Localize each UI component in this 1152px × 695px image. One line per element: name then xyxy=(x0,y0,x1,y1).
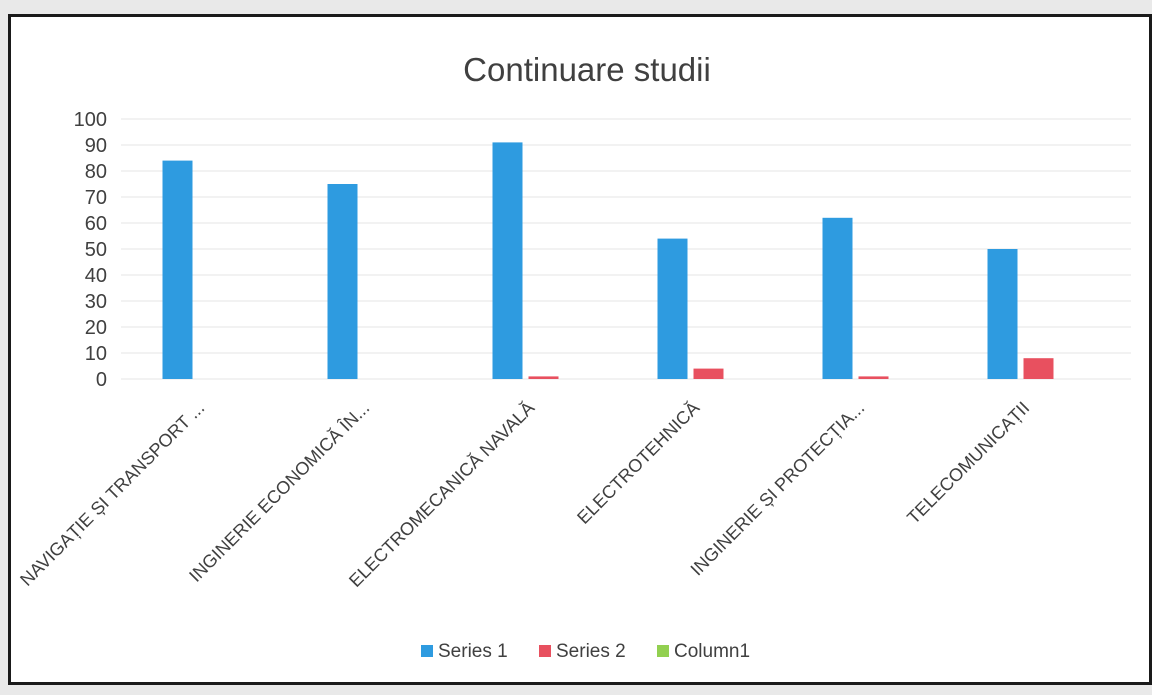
legend-swatch xyxy=(539,645,551,657)
y-tick-label: 50 xyxy=(85,239,107,261)
y-tick-label: 30 xyxy=(85,291,107,313)
bar-series-2 xyxy=(858,376,889,379)
x-axis-ticks: NAVIGAȚIE ȘI TRANSPORT ...INGINERIE ECON… xyxy=(16,398,1033,591)
y-tick-label: 70 xyxy=(85,187,107,209)
bar-series-1 xyxy=(327,184,358,379)
legend-label: Series 1 xyxy=(438,641,508,662)
chart-title: Continuare studii xyxy=(463,51,711,88)
y-axis-ticks: 0 10 20 30 40 50 60 70 80 90 100 xyxy=(74,109,107,391)
legend-swatch xyxy=(421,645,433,657)
y-tick-label: 100 xyxy=(74,109,107,131)
bar-series-2 xyxy=(528,376,559,379)
x-tick-label: INGINERIE ECONOMICĂ ÎN... xyxy=(185,398,373,586)
bar-series-1 xyxy=(162,160,193,379)
y-tick-label: 80 xyxy=(85,161,107,183)
x-tick-label: INGINERIE ȘI PROTECȚIA... xyxy=(687,398,869,580)
grid-lines xyxy=(121,118,1131,380)
y-tick-label: 40 xyxy=(85,265,107,287)
y-tick-label: 20 xyxy=(85,317,107,339)
bar-series-1 xyxy=(822,217,853,379)
legend-label: Series 2 xyxy=(556,641,626,662)
legend: Series 1 Series 2 Column1 xyxy=(421,641,750,662)
y-tick-label: 90 xyxy=(85,135,107,157)
bar-series-1 xyxy=(492,142,523,379)
chart-frame: Continuare studii 0 10 20 30 40 50 60 70 80 90 100… xyxy=(8,14,1152,685)
bar-series-2 xyxy=(693,368,724,379)
legend-swatch xyxy=(657,645,669,657)
x-tick-label: NAVIGAȚIE ȘI TRANSPORT ... xyxy=(16,398,208,590)
y-tick-label: 60 xyxy=(85,213,107,235)
x-tick-label: ELECTROTEHNICĂ xyxy=(573,398,703,528)
bar-series-2 xyxy=(1023,358,1054,379)
bar-series-1 xyxy=(657,238,688,379)
y-tick-label: 0 xyxy=(96,369,107,391)
legend-label: Column1 xyxy=(674,641,750,662)
bar-chart: Continuare studii 0 10 20 30 40 50 60 70 80 90 100… xyxy=(16,51,1131,662)
x-tick-label: ELECTROMECANICĂ NAVALĂ xyxy=(345,398,538,591)
y-tick-label: 10 xyxy=(85,343,107,365)
x-tick-label: TELECOMUNICAȚII xyxy=(903,398,1033,528)
bars xyxy=(162,142,1054,379)
bar-series-1 xyxy=(987,249,1018,379)
